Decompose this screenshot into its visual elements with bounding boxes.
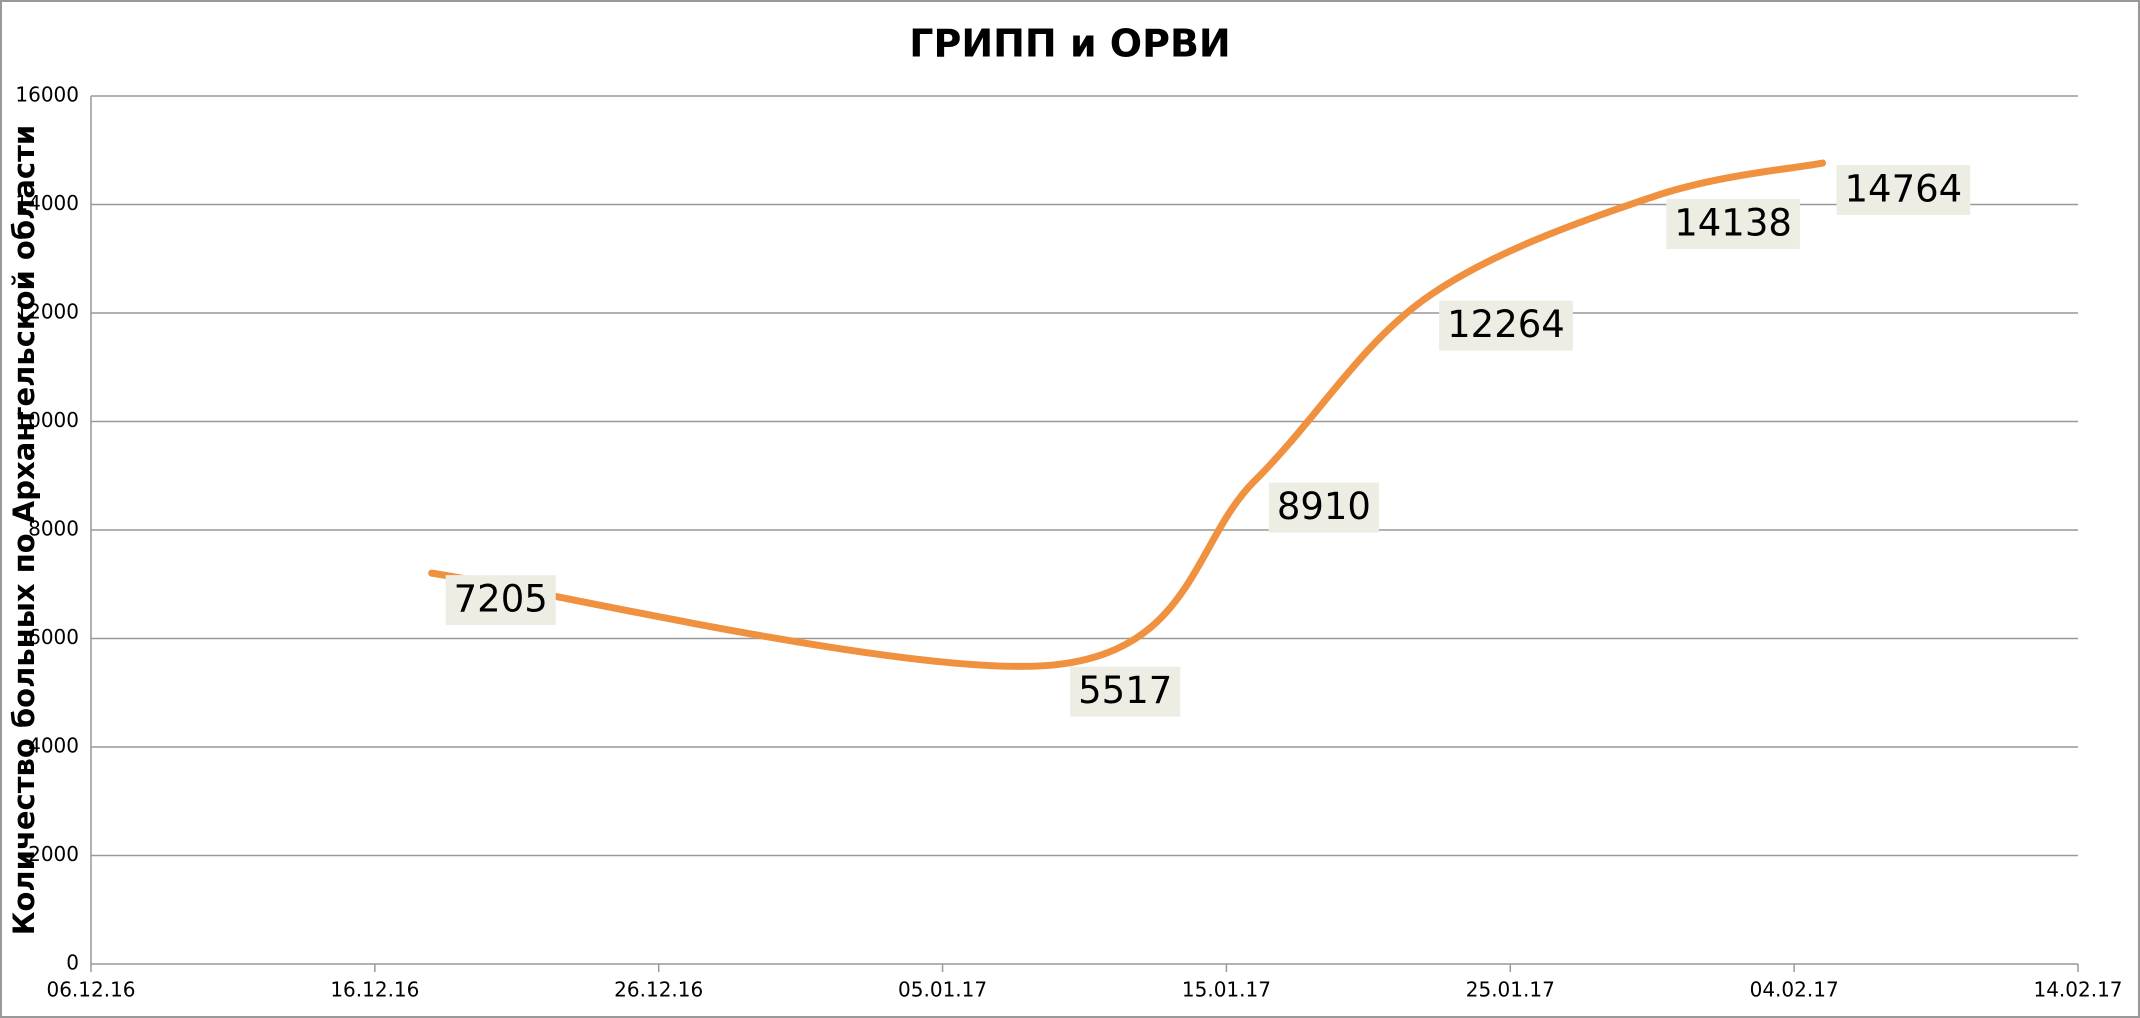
data-label: 14138 bbox=[1674, 202, 1792, 245]
x-tick-label: 16.12.16 bbox=[330, 978, 419, 1002]
data-label: 14764 bbox=[1845, 168, 1963, 211]
data-label-bg bbox=[445, 575, 556, 626]
y-tick-label: 2000 bbox=[28, 842, 79, 866]
data-label-bg bbox=[1070, 666, 1181, 717]
data-label: 8910 bbox=[1277, 485, 1371, 528]
chart-title: ГРИПП и ОРВИ bbox=[909, 22, 1230, 66]
y-tick-label: 12000 bbox=[15, 300, 79, 324]
x-tick-label: 06.12.16 bbox=[46, 978, 135, 1002]
y-tick-label: 0 bbox=[66, 951, 79, 975]
data-label-bg bbox=[1836, 165, 1971, 216]
data-label-bg bbox=[1439, 300, 1573, 351]
data-label: 5517 bbox=[1078, 669, 1172, 712]
y-tick-label: 10000 bbox=[15, 408, 79, 432]
x-tick-label: 14.02.17 bbox=[2033, 978, 2122, 1002]
data-label-bg bbox=[1268, 482, 1379, 533]
y-tick-label: 14000 bbox=[15, 191, 79, 215]
x-tick-label: 26.12.16 bbox=[614, 978, 703, 1002]
data-label: 7205 bbox=[454, 578, 548, 621]
data-label-bg bbox=[1666, 199, 1800, 250]
y-tick-label: 8000 bbox=[28, 517, 79, 541]
y-tick-label: 4000 bbox=[28, 734, 79, 758]
line bbox=[428, 159, 1827, 670]
data-label: 12264 bbox=[1447, 303, 1565, 346]
y-tick-label: 16000 bbox=[15, 83, 79, 107]
x-tick-label: 25.01.17 bbox=[1466, 978, 1555, 1002]
x-tick-label: 04.02.17 bbox=[1750, 978, 1839, 1002]
y-axis-label: Количество больных по Архангельской обла… bbox=[7, 125, 41, 935]
y-tick-label: 6000 bbox=[28, 625, 79, 649]
x-tick-label: 05.01.17 bbox=[898, 978, 987, 1002]
x-tick-label: 15.01.17 bbox=[1182, 978, 1271, 1002]
